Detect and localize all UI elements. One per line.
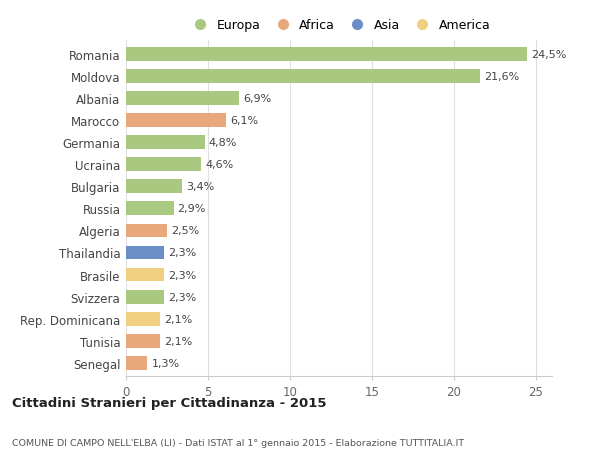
Text: 24,5%: 24,5% [532,50,567,60]
Text: 3,4%: 3,4% [186,182,214,192]
Bar [126,70,480,84]
Text: 2,3%: 2,3% [168,270,196,280]
Bar [126,158,202,172]
Bar [126,312,160,326]
Bar [126,136,205,150]
Bar [126,246,164,260]
Text: 2,9%: 2,9% [178,204,206,214]
Text: Cittadini Stranieri per Cittadinanza - 2015: Cittadini Stranieri per Cittadinanza - 2… [12,396,326,409]
Text: 4,6%: 4,6% [205,160,234,170]
Bar [126,48,527,62]
Text: 1,3%: 1,3% [151,358,179,368]
Text: 2,3%: 2,3% [168,248,196,258]
Bar [126,114,226,128]
Bar [126,290,164,304]
Bar [126,268,164,282]
Text: 2,1%: 2,1% [164,336,193,346]
Bar [126,202,173,216]
Text: 6,9%: 6,9% [243,94,271,104]
Bar [126,92,239,106]
Text: 2,3%: 2,3% [168,292,196,302]
Legend: Europa, Africa, Asia, America: Europa, Africa, Asia, America [182,14,496,37]
Text: 21,6%: 21,6% [484,72,519,82]
Bar [126,224,167,238]
Text: 2,5%: 2,5% [171,226,199,236]
Text: 2,1%: 2,1% [164,314,193,324]
Bar [126,334,160,348]
Text: 4,8%: 4,8% [209,138,237,148]
Bar [126,180,182,194]
Text: 6,1%: 6,1% [230,116,258,126]
Text: COMUNE DI CAMPO NELL'ELBA (LI) - Dati ISTAT al 1° gennaio 2015 - Elaborazione TU: COMUNE DI CAMPO NELL'ELBA (LI) - Dati IS… [12,438,464,447]
Bar [126,356,148,370]
